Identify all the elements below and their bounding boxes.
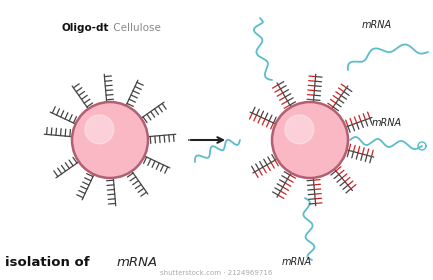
Text: shutterstock.com · 2124969716: shutterstock.com · 2124969716: [160, 270, 272, 276]
Circle shape: [272, 102, 348, 178]
Circle shape: [285, 115, 314, 144]
Text: mRNA: mRNA: [372, 118, 402, 128]
Text: Oligo-dt: Oligo-dt: [62, 23, 110, 33]
Text: mRNA: mRNA: [362, 20, 392, 30]
Text: mRNA: mRNA: [282, 257, 312, 267]
Text: mRNA: mRNA: [117, 255, 158, 269]
Text: isolation of: isolation of: [5, 255, 94, 269]
Text: Cellulose: Cellulose: [110, 23, 161, 33]
Circle shape: [85, 115, 114, 144]
Circle shape: [72, 102, 148, 178]
